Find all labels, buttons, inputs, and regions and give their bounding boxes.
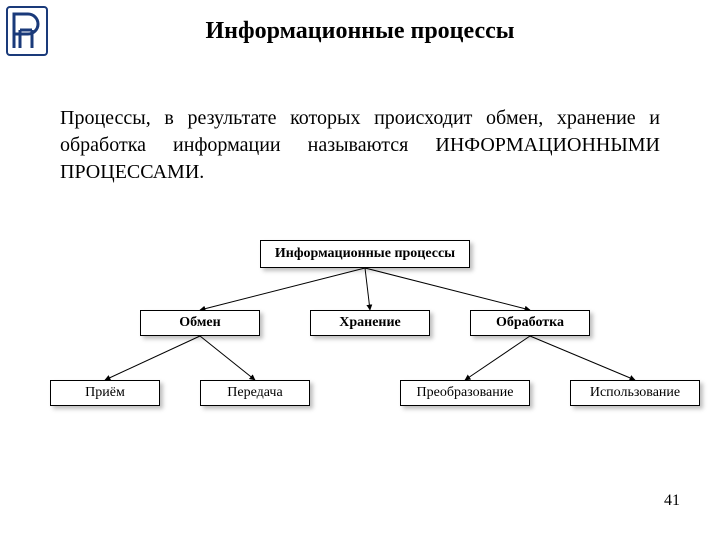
tree-edges: [0, 240, 720, 460]
node-preob: Преобразование: [400, 380, 530, 406]
node-ispol: Использование: [570, 380, 700, 406]
edge-obrab-ispol: [530, 336, 635, 380]
edge-obmen-priem: [105, 336, 200, 380]
edge-root-obrab: [365, 268, 530, 310]
node-hran: Хранение: [310, 310, 430, 336]
edge-obrab-preob: [465, 336, 530, 380]
node-root: Информационные процессы: [260, 240, 470, 268]
definition-paragraph: Процессы, в результате которых происходи…: [60, 105, 660, 186]
node-obrab: Обработка: [470, 310, 590, 336]
slide-title: Информационные процессы: [0, 18, 720, 45]
slide-number: 41: [664, 492, 680, 510]
node-priem: Приём: [50, 380, 160, 406]
node-obmen: Обмен: [140, 310, 260, 336]
edge-root-hran: [365, 268, 370, 310]
edge-obmen-pered: [200, 336, 255, 380]
edge-root-obmen: [200, 268, 365, 310]
tree-diagram: Информационные процессы Обмен Хранение Обра…: [0, 240, 720, 460]
node-pered: Передача: [200, 380, 310, 406]
